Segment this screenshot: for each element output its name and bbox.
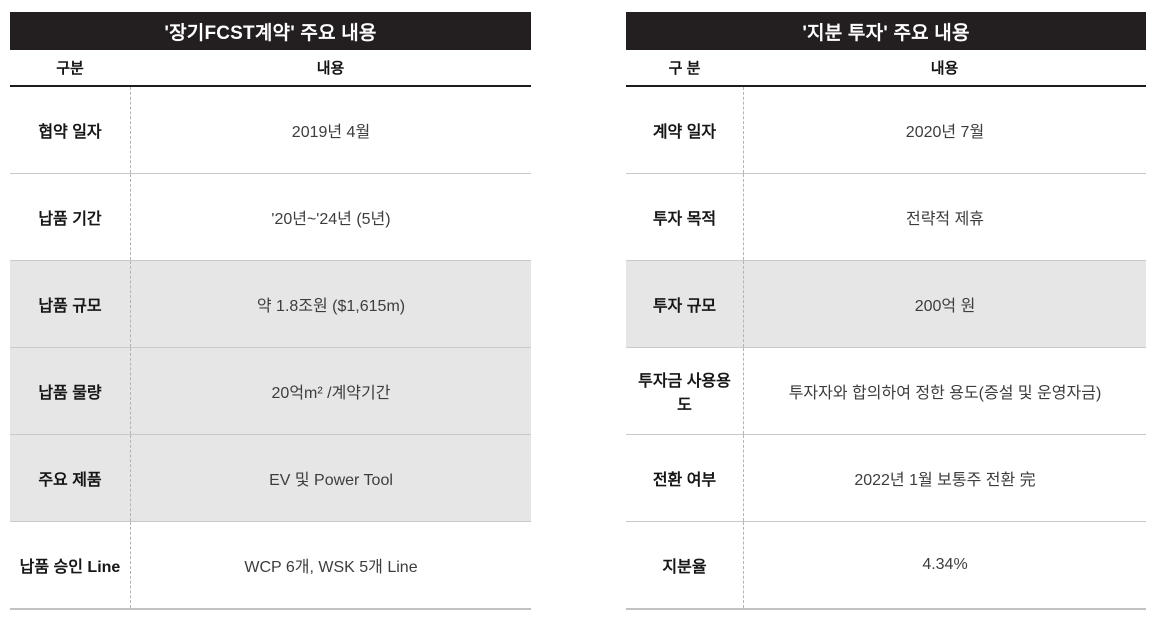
table-row: 주요 제품 EV 및 Power Tool bbox=[10, 434, 531, 521]
table-row: 투자 목적 전략적 제휴 bbox=[626, 173, 1146, 260]
row-value: 200억 원 bbox=[743, 261, 1146, 347]
table-row: 납품 규모 약 1.8조원 ($1,615m) bbox=[10, 260, 531, 347]
column-header-label: 구분 bbox=[56, 60, 84, 77]
table-title: '장기FCST계약' 주요 내용 bbox=[10, 12, 531, 50]
row-value: EV 및 Power Tool bbox=[130, 435, 531, 521]
table-row: 전환 여부 2022년 1월 보통주 전환 完 bbox=[626, 434, 1146, 521]
row-label: 투자금 사용용도 bbox=[638, 373, 731, 414]
row-value: WCP 6개, WSK 5개 Line bbox=[130, 522, 531, 608]
table-body: 계약 일자 2020년 7월 투자 목적 전략적 제휴 투자 규모 200억 원… bbox=[626, 87, 1146, 610]
row-value: 20억m² /계약기간 bbox=[130, 348, 531, 434]
row-label: 투자 목적 bbox=[652, 211, 717, 228]
column-header-value: 내용 bbox=[930, 60, 959, 77]
row-label: 지분율 bbox=[662, 559, 707, 576]
table-row: 투자금 사용용도 투자자와 합의하여 정한 용도(증설 및 운영자금) bbox=[626, 347, 1146, 434]
column-header-row: 구 분 내용 bbox=[626, 50, 1146, 87]
table-title: '지분 투자' 주요 내용 bbox=[626, 12, 1146, 50]
row-value: 투자자와 합의하여 정한 용도(증설 및 운영자금) bbox=[743, 348, 1146, 434]
table-row: 납품 물량 20억m² /계약기간 bbox=[10, 347, 531, 434]
row-label: 협약 일자 bbox=[38, 124, 102, 141]
row-value: 2020년 7월 bbox=[743, 87, 1146, 173]
fcst-contract-table: '장기FCST계약' 주요 내용 구분 내용 협약 일자 2019년 4월 납품… bbox=[10, 12, 531, 610]
row-label: 납품 승인 Line bbox=[19, 559, 121, 576]
row-value: 2019년 4월 bbox=[130, 87, 531, 173]
row-label: 납품 기간 bbox=[38, 211, 102, 228]
column-header-label: 구 분 bbox=[668, 60, 701, 77]
table-body: 협약 일자 2019년 4월 납품 기간 '20년~'24년 (5년) 납품 규… bbox=[10, 87, 531, 610]
row-label: 납품 물량 bbox=[38, 385, 102, 402]
equity-investment-table: '지분 투자' 주요 내용 구 분 내용 계약 일자 2020년 7월 투자 목… bbox=[626, 12, 1146, 610]
row-label: 전환 여부 bbox=[652, 472, 717, 489]
row-value: 전략적 제휴 bbox=[743, 174, 1146, 260]
column-header-value: 내용 bbox=[316, 60, 345, 77]
row-value: 4.34% bbox=[743, 522, 1146, 608]
row-value: '20년~'24년 (5년) bbox=[130, 174, 531, 260]
row-label: 계약 일자 bbox=[652, 124, 717, 141]
row-label: 투자 규모 bbox=[652, 298, 717, 315]
table-row: 계약 일자 2020년 7월 bbox=[626, 87, 1146, 173]
table-row: 납품 승인 Line WCP 6개, WSK 5개 Line bbox=[10, 521, 531, 608]
row-value: 약 1.8조원 ($1,615m) bbox=[130, 261, 531, 347]
table-row: 투자 규모 200억 원 bbox=[626, 260, 1146, 347]
table-row: 협약 일자 2019년 4월 bbox=[10, 87, 531, 173]
table-row: 지분율 4.34% bbox=[626, 521, 1146, 608]
table-row: 납품 기간 '20년~'24년 (5년) bbox=[10, 173, 531, 260]
column-header-row: 구분 내용 bbox=[10, 50, 531, 87]
row-label: 납품 규모 bbox=[38, 298, 102, 315]
row-value: 2022년 1월 보통주 전환 完 bbox=[743, 435, 1146, 521]
row-label: 주요 제품 bbox=[38, 472, 102, 489]
